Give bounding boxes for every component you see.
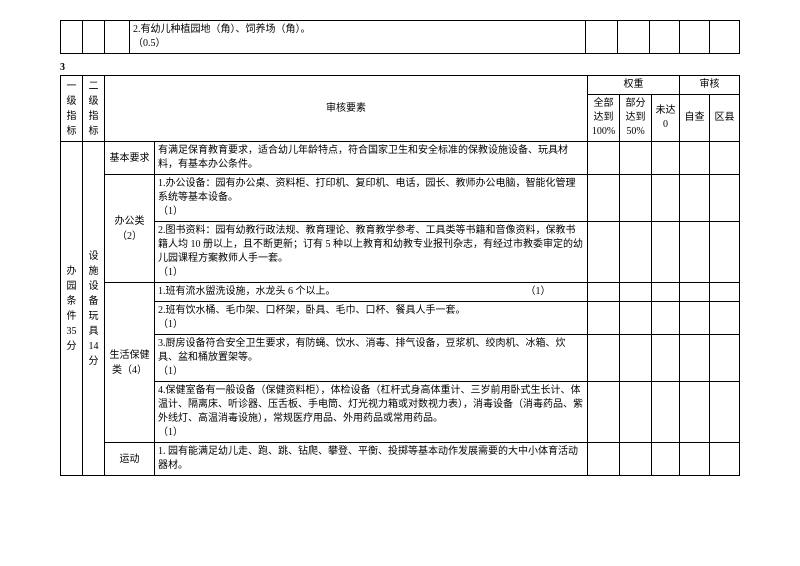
main-table: 一级指标 二级指标 审核要素 权重 审核 全部达到100% 部分达到50% 未达…	[60, 75, 740, 476]
cell: 2.有幼儿种植园地（角）、饲养场（角）。 （0.5）	[130, 21, 586, 54]
cell	[652, 175, 680, 222]
cell	[710, 222, 740, 283]
cell	[680, 283, 710, 302]
header-district: 区县	[710, 95, 740, 142]
cell	[620, 443, 652, 476]
cell	[620, 175, 652, 222]
header-full: 全部达到100%	[588, 95, 620, 142]
cell	[620, 302, 652, 335]
cell	[620, 222, 652, 283]
cell	[680, 175, 710, 222]
header-level2: 二级指标	[83, 76, 105, 142]
basic-text: 有满足保育教育要求，适合幼儿年龄特点，符合国家卫生和安全标准的保教设施设备、玩具…	[155, 142, 588, 175]
level2-label: 设施设备玩具14分	[83, 142, 105, 476]
cell	[680, 335, 710, 382]
cell	[710, 382, 740, 443]
cell	[652, 302, 680, 335]
cell	[710, 283, 740, 302]
cell	[652, 283, 680, 302]
cell	[588, 222, 620, 283]
header-level1: 一级指标	[61, 76, 83, 142]
cell	[588, 302, 620, 335]
cell	[652, 335, 680, 382]
header-audit: 审核	[680, 76, 740, 95]
cell	[652, 142, 680, 175]
cell	[83, 21, 105, 54]
life-label: 生活保健类（4）	[105, 283, 155, 443]
cell	[710, 21, 740, 54]
cell	[588, 443, 620, 476]
cell	[586, 21, 618, 54]
office-r1: 1.办公设备：园有办公桌、资料柜、打印机、复印机、电话，园长、教师办公电脑，智能…	[155, 175, 588, 222]
cell	[618, 21, 650, 54]
header-audit-element: 审核要素	[105, 76, 588, 142]
cell	[680, 443, 710, 476]
life-r4: 4.保健室备有一般设备（保健资料柜），体检设备（杠杆式身高体重计、三岁前用卧式生…	[155, 382, 588, 443]
office-label: 办公类（2）	[105, 175, 155, 283]
cell	[620, 142, 652, 175]
life-r1: 1.班有流水盥洗设施，水龙头 6 个以上。 （1）	[155, 283, 588, 302]
cell	[652, 222, 680, 283]
cell	[680, 382, 710, 443]
cell	[650, 21, 680, 54]
cell	[710, 302, 740, 335]
header-none: 未达0	[652, 95, 680, 142]
cell	[588, 335, 620, 382]
cell	[620, 283, 652, 302]
cell	[105, 21, 130, 54]
cell	[588, 382, 620, 443]
cell	[680, 222, 710, 283]
life-r2: 2.班有饮水桶、毛巾架、口杯架，卧具、毛巾、口杯、餐具人手一套。 （1）	[155, 302, 588, 335]
cell	[652, 443, 680, 476]
sport-label: 运动	[105, 443, 155, 476]
sport-r1: 1. 园有能满足幼儿走、跑、跳、钻爬、攀登、平衡、投掷等基本动作发展需要的大中小…	[155, 443, 588, 476]
cell	[680, 142, 710, 175]
cell	[61, 21, 83, 54]
header-self: 自查	[680, 95, 710, 142]
life-r3: 3.厨房设备符合安全卫生要求，有防蝇、饮水、消毒、排气设备，豆浆机、绞肉机、冰箱…	[155, 335, 588, 382]
cell	[680, 21, 710, 54]
header-weight: 权重	[588, 76, 680, 95]
cell	[710, 443, 740, 476]
level1-label: 办园条件35分	[61, 142, 83, 476]
cell	[620, 382, 652, 443]
office-r2: 2.图书资料：园有幼教行政法规、教育理论、教育教学参考、工具类等书籍和音像资料，…	[155, 222, 588, 283]
cell	[652, 382, 680, 443]
top-fragment-table: 2.有幼儿种植园地（角）、饲养场（角）。 （0.5）	[60, 20, 740, 54]
cell	[588, 283, 620, 302]
header-partial: 部分达到50%	[620, 95, 652, 142]
cell	[710, 175, 740, 222]
cell	[620, 335, 652, 382]
cell	[588, 175, 620, 222]
cell	[710, 335, 740, 382]
cell	[680, 302, 710, 335]
cell	[588, 142, 620, 175]
cell	[710, 142, 740, 175]
basic-label: 基本要求	[105, 142, 155, 175]
section-number: 3	[60, 62, 740, 73]
